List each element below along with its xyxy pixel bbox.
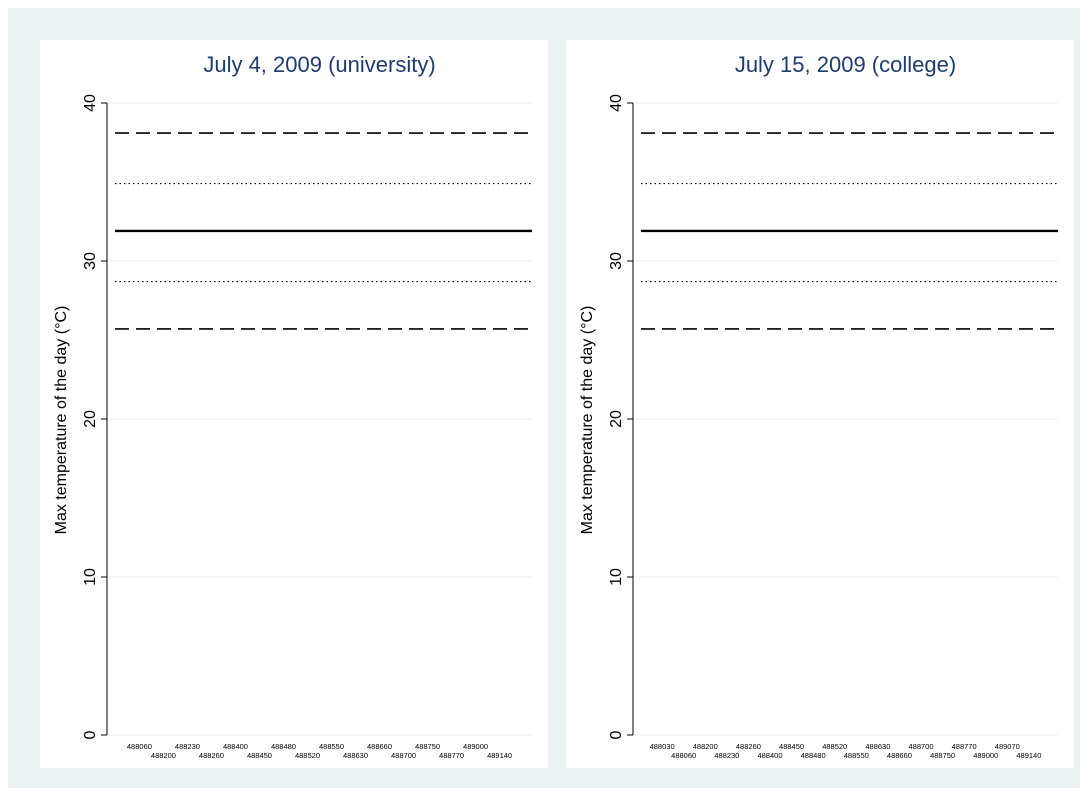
x-tick-label: 488480 [271,742,296,751]
x-tick-label: 488060 [671,751,696,760]
x-tick-label: 488030 [650,742,675,751]
y-tick-label: 0 [608,730,625,739]
x-tick-label: 488550 [844,751,869,760]
x-tick-label: 488230 [714,751,739,760]
y-tick-label: 10 [82,568,99,586]
y-tick-label: 0 [82,730,99,739]
x-tick-label: 489000 [973,751,998,760]
y-tick-label: 20 [82,410,99,428]
x-tick-label: 488770 [952,742,977,751]
x-tick-label: 488700 [908,742,933,751]
x-tick-label: 488260 [736,742,761,751]
y-tick-label: 40 [608,94,625,112]
chart-title: July 4, 2009 (university) [203,52,435,77]
x-tick-label: 488630 [343,751,368,760]
y-tick-label: 20 [608,410,625,428]
chart-title: July 15, 2009 (college) [735,52,956,77]
x-tick-label: 488230 [175,742,200,751]
x-tick-label: 489070 [995,742,1020,751]
x-tick-label: 489140 [1016,751,1041,760]
x-tick-label: 488660 [887,751,912,760]
x-tick-label: 488750 [930,751,955,760]
x-tick-label: 488450 [247,751,272,760]
x-tick-label: 488200 [151,751,176,760]
x-tick-label: 488520 [295,751,320,760]
x-tick-label: 488060 [127,742,152,751]
x-tick-label: 488750 [415,742,440,751]
plot-region [40,40,548,768]
x-tick-label: 488520 [822,742,847,751]
y-tick-label: 10 [608,568,625,586]
x-tick-label: 488770 [439,751,464,760]
y-tick-label: 40 [82,94,99,112]
x-tick-label: 488630 [865,742,890,751]
y-tick-label: 30 [608,252,625,270]
x-tick-label: 488480 [801,751,826,760]
x-tick-label: 488400 [757,751,782,760]
y-axis-title: Max temperature of the day (°C) [53,306,70,535]
x-tick-label: 488660 [367,742,392,751]
x-tick-label: 488260 [199,751,224,760]
plot-region [566,40,1074,768]
x-tick-label: 489140 [487,751,512,760]
x-tick-label: 488200 [693,742,718,751]
x-tick-label: 488450 [779,742,804,751]
x-tick-label: 488550 [319,742,344,751]
x-tick-label: 488700 [391,751,416,760]
x-tick-label: 489000 [463,742,488,751]
y-axis-title: Max temperature of the day (°C) [579,306,596,535]
x-tick-label: 488400 [223,742,248,751]
y-tick-label: 30 [82,252,99,270]
